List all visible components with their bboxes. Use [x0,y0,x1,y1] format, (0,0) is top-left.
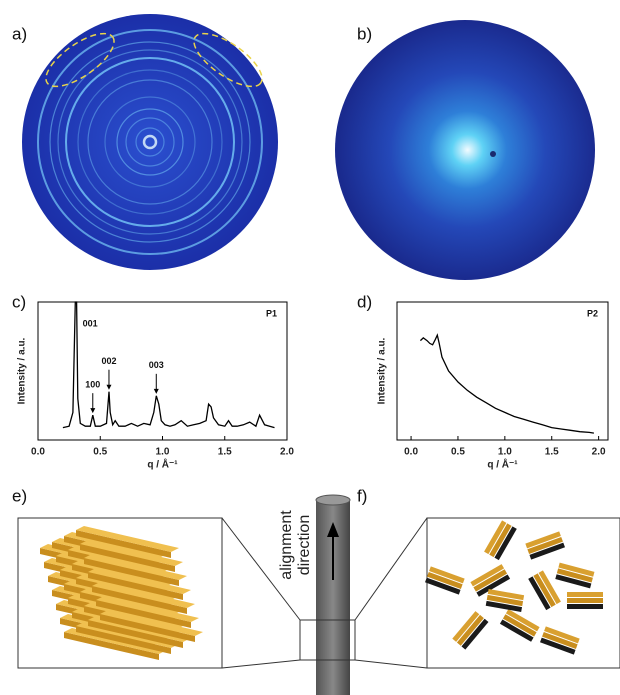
data-line [419,333,594,434]
peak-label: 003 [149,360,164,370]
peak-arrowhead [90,408,96,414]
peak-label: 001 [83,318,98,328]
y-axis-label: Intensity / a.u. [17,337,28,404]
peak-arrowhead [153,388,159,394]
x-tick-label: 1.0 [498,447,512,458]
x-tick-label: 2.0 [280,447,294,458]
diffraction-image-b [335,20,595,280]
plot-frame [396,301,609,441]
peak-label: 100 [85,380,100,390]
panel-label: f) [357,486,367,505]
series-name: P2 [587,308,598,318]
alignment-diagram [17,494,620,695]
panel-label: b) [357,24,372,43]
peak-arrowhead [106,384,112,390]
panel-label: d) [357,292,372,311]
x-tick-label: 0.5 [451,447,465,458]
x-tick-label: 0.0 [31,447,45,458]
x-tick-label: 1.5 [218,447,232,458]
peak-label: 002 [101,356,116,366]
x-axis-label: q / Å⁻¹ [147,458,178,471]
diagram-label: alignment [278,510,295,580]
y-axis-label: Intensity / a.u. [377,337,388,404]
x-tick-label: 2.0 [592,447,606,458]
x-tick-label: 0.0 [404,447,418,458]
series-name: P1 [266,308,277,318]
x-tick-label: 1.5 [545,447,559,458]
panel-label: e) [12,486,27,505]
panel-label: a) [12,24,27,43]
diagram-label: direction [296,515,313,575]
diffraction-image-a [22,14,278,270]
x-axis-label: q / Å⁻¹ [487,458,518,471]
panel-label: c) [12,292,26,311]
x-tick-label: 0.5 [93,447,107,458]
data-line [62,301,275,429]
x-tick-label: 1.0 [156,447,170,458]
